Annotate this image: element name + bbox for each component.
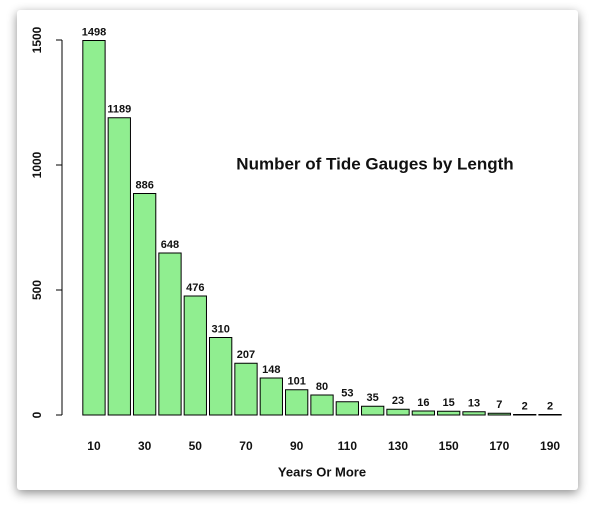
y-tick-label: 0 (30, 411, 44, 418)
bar (487, 412, 512, 416)
value-label: 7 (496, 399, 502, 411)
bar (335, 401, 359, 416)
bar (462, 411, 486, 416)
bar (285, 389, 309, 416)
value-label: 476 (186, 282, 204, 294)
value-label: 886 (135, 179, 153, 191)
value-label: 648 (161, 239, 179, 251)
bar (437, 410, 461, 416)
bar (361, 405, 385, 416)
value-label: 13 (468, 398, 480, 410)
value-label: 15 (443, 397, 455, 409)
value-label: 101 (287, 376, 305, 388)
bar (132, 193, 157, 416)
value-label: 16 (417, 397, 429, 409)
x-tick-label: 10 (87, 439, 101, 453)
bar (234, 362, 258, 416)
value-label: 1189 (107, 104, 131, 116)
value-label: 2 (522, 400, 528, 412)
x-tick-label: 190 (540, 439, 560, 453)
x-tick-label: 110 (338, 439, 358, 453)
value-label: 2 (547, 400, 553, 412)
x-axis-label: Years Or More (278, 464, 366, 479)
bar (386, 408, 410, 416)
y-tick-label: 1500 (30, 26, 44, 53)
bar (209, 337, 233, 416)
y-tick-label: 1000 (30, 151, 44, 178)
value-label: 148 (262, 364, 280, 376)
bar (538, 414, 562, 416)
value-label: 53 (341, 388, 353, 400)
value-label: 80 (316, 381, 328, 393)
bar (107, 117, 131, 416)
value-label: 23 (392, 395, 404, 407)
x-tick-label: 150 (439, 439, 459, 453)
x-tick-label: 90 (290, 439, 304, 453)
bar (158, 252, 182, 416)
value-label: 310 (211, 323, 229, 335)
x-tick-label: 70 (239, 439, 253, 453)
bar (411, 410, 435, 416)
value-label: 1498 (82, 26, 106, 38)
x-tick-label: 130 (388, 439, 408, 453)
x-tick-label: 30 (138, 439, 152, 453)
bar (513, 414, 537, 416)
bar (183, 295, 207, 416)
value-label: 35 (367, 392, 379, 404)
x-tick-label: 170 (489, 439, 509, 453)
bar (310, 394, 334, 416)
bar (259, 377, 283, 416)
bar (82, 40, 106, 416)
y-tick-label: 500 (30, 280, 44, 300)
value-label: 207 (237, 349, 255, 361)
x-tick-label: 50 (189, 439, 203, 453)
chart-title: Number of Tide Gauges by Length (236, 154, 513, 173)
